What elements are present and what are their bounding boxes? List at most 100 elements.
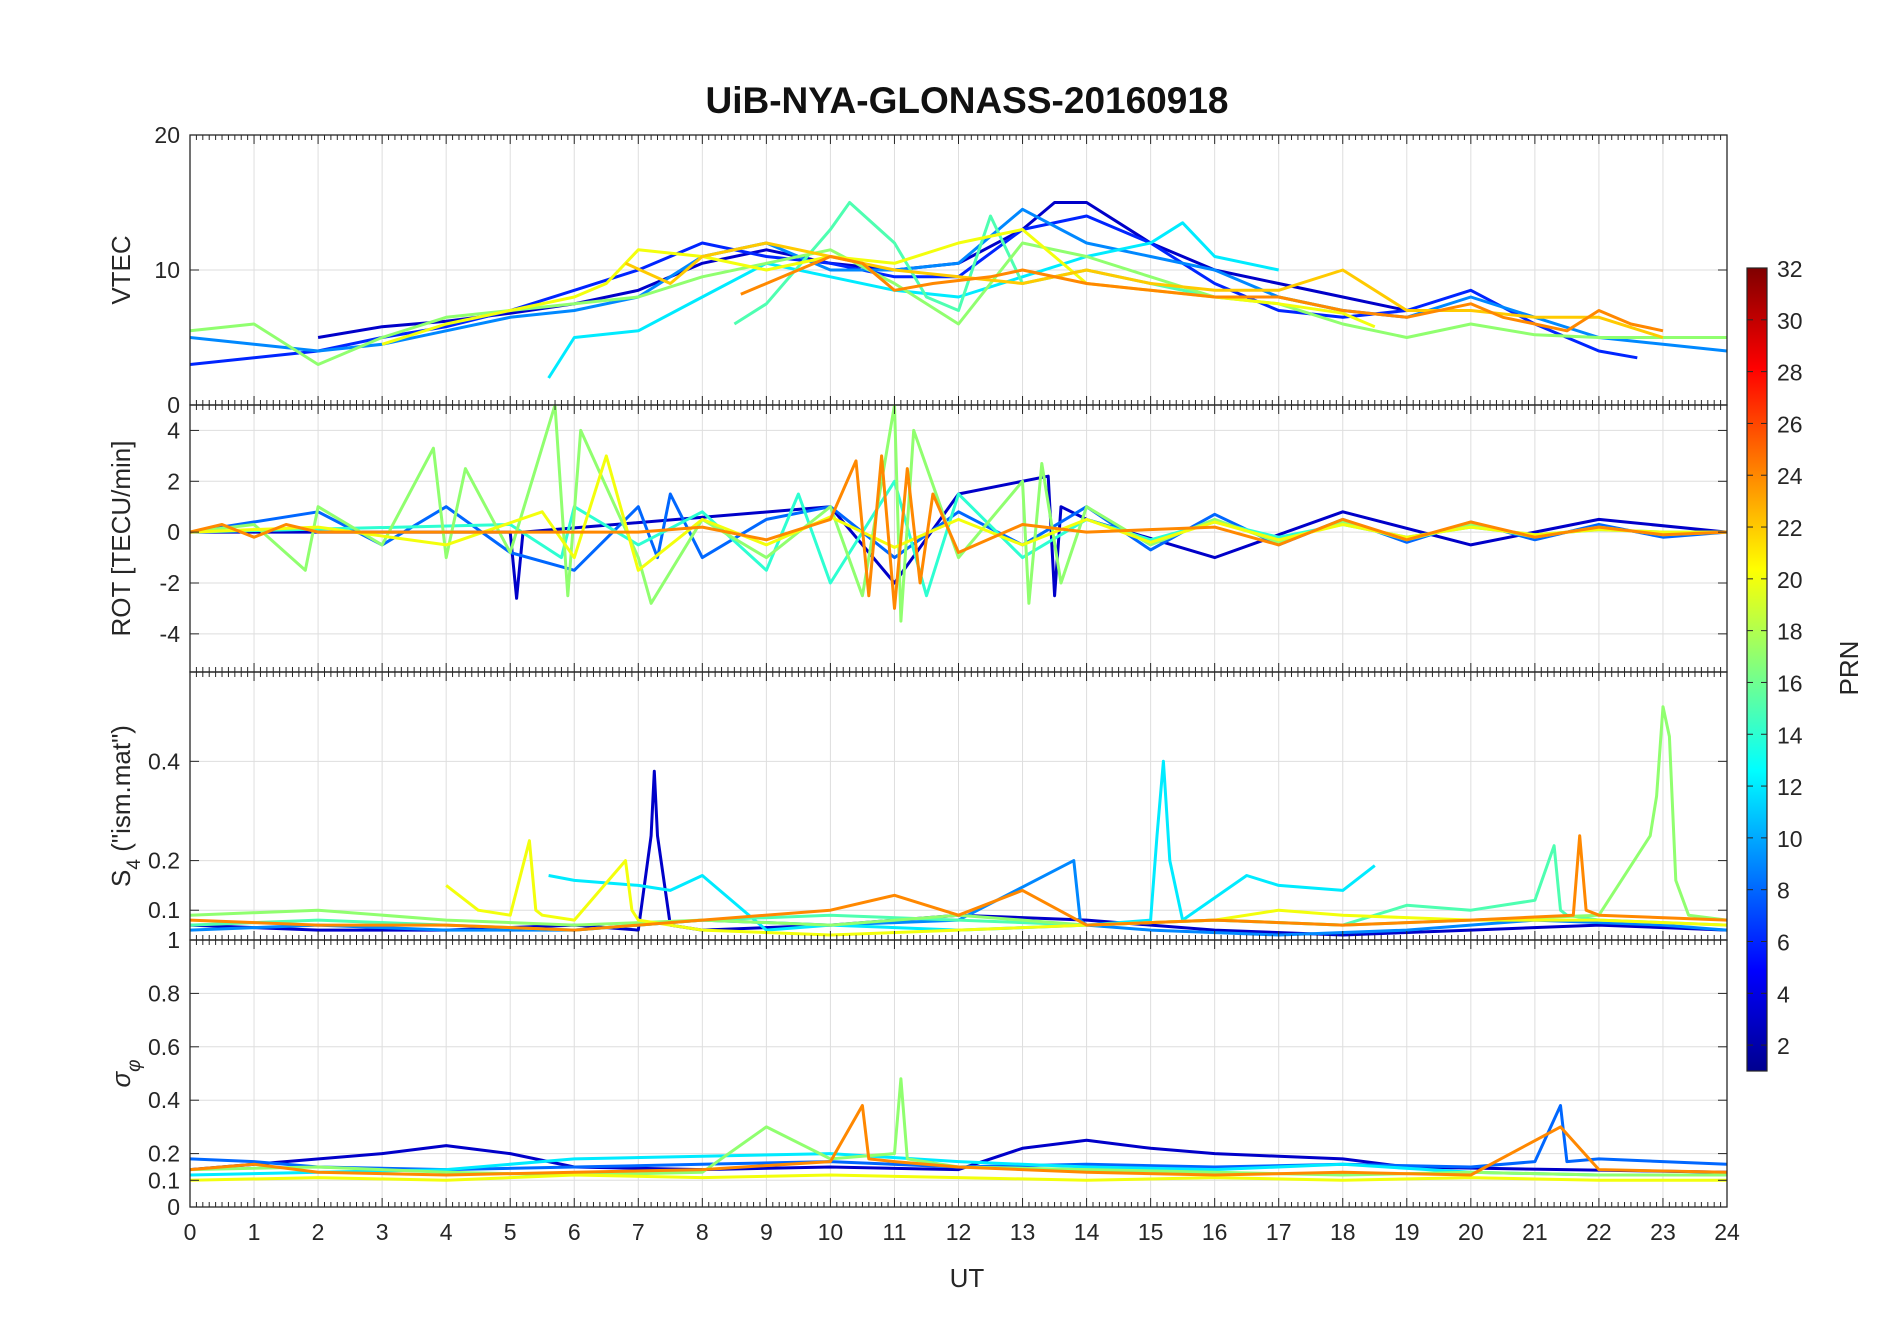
series-group <box>190 405 1727 623</box>
colorbar-tick-label: 14 <box>1777 722 1803 748</box>
colorbar-tick-label: 28 <box>1777 360 1803 386</box>
x-tick-label: 23 <box>1650 1219 1676 1245</box>
y-tick-label: 1 <box>167 927 180 953</box>
series-line-prn-20 <box>190 1173 1727 1182</box>
series-group <box>190 1077 1727 1182</box>
x-tick-label: 0 <box>184 1219 197 1245</box>
panel-rot: 4 2 0 -2 -4 ROT [TECU/min] <box>106 404 1728 673</box>
colorbar-tick-label: 26 <box>1777 411 1803 437</box>
series-group <box>190 705 1727 937</box>
y-axis-label-rest: ("ism.mat") <box>106 725 136 859</box>
colorbar-tick-label: 6 <box>1777 929 1790 955</box>
x-axis-label: UT <box>950 1263 985 1293</box>
series-line-prn-24 <box>190 834 1727 932</box>
x-tick-label: 11 <box>883 1219 907 1245</box>
y-axis-label: ROT [TECU/min] <box>106 441 136 637</box>
y-axis-label-sub: φ <box>124 1059 145 1071</box>
y-axis-label-main: S <box>106 870 136 887</box>
y-tick-label: 10 <box>154 257 180 283</box>
y-tick-label: 0 <box>167 519 180 545</box>
y-tick-label: 0 <box>167 392 180 418</box>
series-line-prn-12 <box>548 759 1376 932</box>
colorbar-tick-label: 18 <box>1777 619 1803 645</box>
x-tick-label: 14 <box>1074 1219 1100 1245</box>
x-tick-label: 2 <box>312 1219 325 1245</box>
x-tick-label: 4 <box>440 1219 453 1245</box>
x-tick-label: 8 <box>696 1219 709 1245</box>
series-line-prn-17 <box>190 405 1727 623</box>
x-tick-label: 6 <box>568 1219 581 1245</box>
colorbar-tick-label: 4 <box>1777 981 1790 1007</box>
series-line-prn-24 <box>190 1104 1727 1177</box>
y-tick-label: 0.2 <box>148 1141 180 1167</box>
x-axis: 0 1 2 3 4 5 6 7 8 9 10 11 12 13 14 15 16 17 18 19 20 21 22 23 24 <box>184 1219 1740 1245</box>
series-line-prn-3 <box>190 474 1727 600</box>
y-axis-label: VTEC <box>106 235 136 304</box>
colorbar-tick-label: 24 <box>1777 463 1803 489</box>
colorbar-tick-label: 22 <box>1777 515 1803 541</box>
y-tick-label: 20 <box>154 122 180 148</box>
x-tick-label: 22 <box>1586 1219 1612 1245</box>
series-line-prn-8 <box>190 1104 1727 1172</box>
series-line-prn-20 <box>445 839 1727 937</box>
series-line-prn-12 <box>547 221 1280 379</box>
x-tick-label: 24 <box>1714 1219 1740 1245</box>
colorbar-tick-label: 16 <box>1777 670 1803 696</box>
y-axis-label: σφ <box>106 1059 145 1087</box>
x-tick-label: 19 <box>1394 1219 1420 1245</box>
series-line-prn-9 <box>190 207 1727 353</box>
x-tick-label: 16 <box>1202 1219 1228 1245</box>
y-axis-label-sub: 4 <box>124 859 145 870</box>
colorbar-tick-label: 20 <box>1777 567 1803 593</box>
series-line-prn-24 <box>190 454 1727 610</box>
y-axis-label: S4 ("ism.mat") <box>106 725 145 887</box>
y-tick-label: 0.8 <box>148 980 180 1006</box>
colorbar-tick-label: 30 <box>1777 308 1803 334</box>
series-line-prn-20 <box>190 454 1727 572</box>
colorbar-tick-label: 2 <box>1777 1033 1790 1059</box>
series-line-prn-22 <box>624 241 1664 339</box>
y-tick-label: 0.2 <box>148 848 180 874</box>
series-line-prn-9 <box>190 859 1727 937</box>
y-tick-label: 0.1 <box>148 897 180 923</box>
y-tick-label: 0.4 <box>148 748 180 774</box>
y-tick-label: 0.1 <box>148 1167 180 1193</box>
chart-title: UiB-NYA-GLONASS-20160918 <box>706 80 1229 121</box>
x-tick-label: 12 <box>946 1219 972 1245</box>
colorbar-label: PRN <box>1834 641 1864 696</box>
panel-sigma: 00.10.2 0.4 0.6 0.8 1 σφ <box>106 927 1728 1220</box>
x-tick-label: 10 <box>818 1219 844 1245</box>
x-tick-label: 20 <box>1458 1219 1484 1245</box>
x-tick-label: 18 <box>1330 1219 1356 1245</box>
colorbar-tick-label: 10 <box>1777 826 1803 852</box>
panel-vtec: 0 10 20 VTEC <box>106 122 1728 418</box>
y-tick-label: 0 <box>167 1194 180 1220</box>
series-group <box>190 201 1727 379</box>
y-tick-label: -2 <box>160 570 180 596</box>
colorbar-tick-label: 8 <box>1777 878 1790 904</box>
y-tick-label: 4 <box>167 417 180 443</box>
x-tick-label: 21 <box>1522 1219 1548 1245</box>
colorbar-tick-label: 32 <box>1777 256 1803 282</box>
x-tick-label: 17 <box>1266 1219 1292 1245</box>
panel-s4: 0.10.20.4S4 ("ism.mat") <box>106 671 1728 941</box>
y-axis-label-main: σ <box>106 1071 136 1088</box>
series-line-prn-17 <box>190 241 1727 366</box>
x-tick-label: 5 <box>504 1219 517 1245</box>
x-tick-label: 13 <box>1010 1219 1036 1245</box>
x-tick-label: 7 <box>632 1219 645 1245</box>
y-tick-label: 0.6 <box>148 1034 180 1060</box>
x-tick-label: 15 <box>1138 1219 1164 1245</box>
y-tick-label: 2 <box>167 468 180 494</box>
series-line-prn-6 <box>190 214 1638 366</box>
colorbar-scale <box>1746 267 1768 1072</box>
x-tick-label: 1 <box>248 1219 261 1245</box>
colorbar-tick-label: 12 <box>1777 774 1803 800</box>
y-tick-label: 0.4 <box>148 1087 180 1113</box>
x-tick-label: 3 <box>376 1219 389 1245</box>
y-tick-label: -4 <box>160 621 181 647</box>
x-tick-label: 9 <box>760 1219 773 1245</box>
